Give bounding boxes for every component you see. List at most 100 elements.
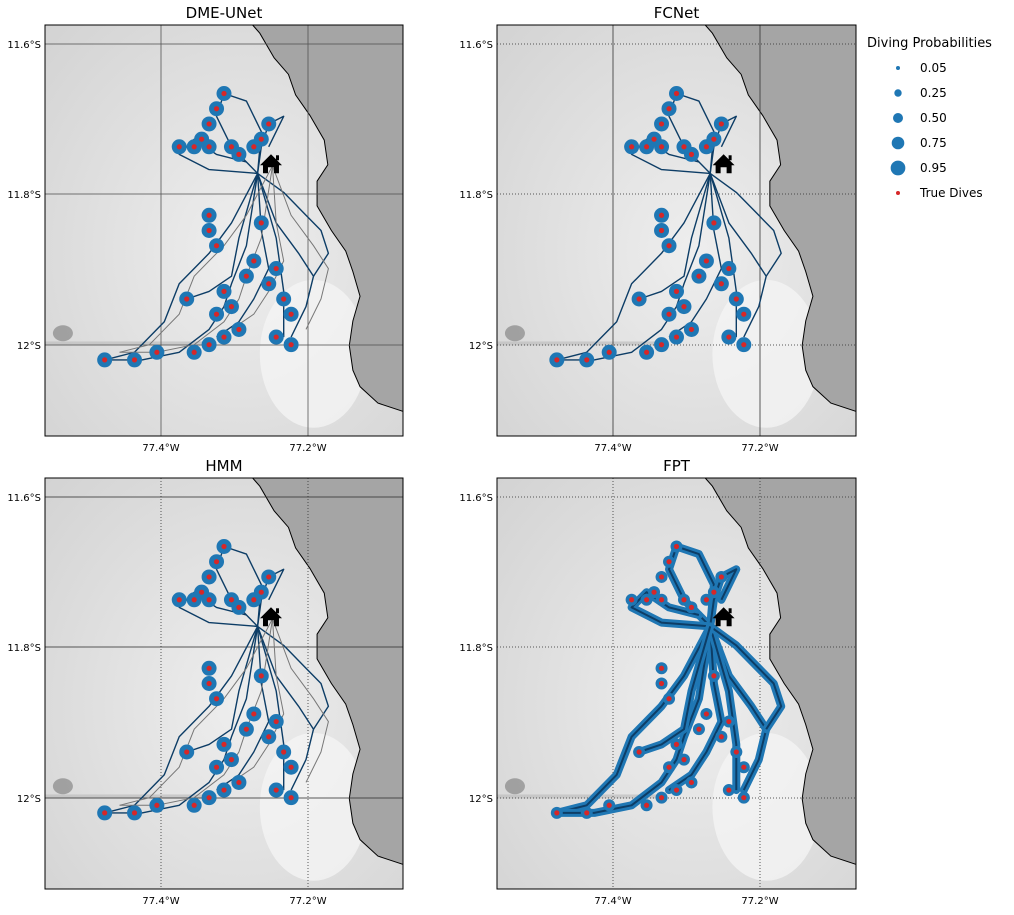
gps-track (709, 172, 782, 277)
true-dive-point (658, 574, 665, 580)
panel-frame (496, 477, 857, 890)
true-dive-point (584, 810, 590, 816)
x-tick-label: 77.4°W (594, 896, 631, 907)
gps-track (638, 626, 712, 753)
true-dive-point (131, 810, 138, 816)
true-dive-point (251, 597, 257, 603)
x-tick-label: 77.4°W (594, 443, 631, 454)
true-dive-point (726, 718, 732, 725)
y-tick-label: 11.8°S (7, 643, 41, 654)
panel-frame (44, 477, 404, 890)
true-dive-point (281, 296, 287, 302)
map-panel: DME-UNet 11.6°S 11.8°S 12°S 77.4°W 77.2°W (7, 4, 404, 454)
map-panel: FCNet 11.6°S 11.8°S 12°S 77.4°W 77.2°W (459, 4, 857, 454)
true-dive-point (658, 144, 665, 150)
true-dive-point (718, 734, 724, 740)
true-dive-point (154, 349, 160, 355)
legend-marker (896, 66, 900, 70)
true-dive-point (606, 802, 612, 808)
legend-label: 0.25 (920, 86, 947, 100)
gps-track-secondary (119, 165, 273, 353)
bathymetry-band (497, 794, 659, 799)
true-dive-point (658, 212, 665, 218)
gps-track-secondary (231, 618, 285, 783)
house-icon-chimney (728, 155, 732, 161)
legend: Diving Probabilities 0.05 0.25 0.50 0.75 0.95… (867, 36, 992, 200)
true-dive-point (258, 136, 264, 142)
true-dive-point (176, 144, 182, 150)
true-dive-point (666, 106, 672, 112)
x-tick-label: 77.2°W (289, 896, 326, 907)
true-dive-point (221, 288, 227, 294)
y-tick-label: 12°S (469, 794, 493, 805)
land-mass (704, 25, 856, 412)
true-dive-point (221, 741, 227, 747)
true-dive-point (703, 711, 710, 717)
true-dive-point (696, 273, 702, 279)
true-dive-point (243, 273, 249, 279)
house-icon-chimney (275, 608, 279, 614)
true-dive-point (688, 151, 695, 157)
true-dive-point (703, 144, 710, 150)
gps-track-secondary (119, 618, 273, 806)
legend-label: 0.50 (920, 111, 947, 125)
x-tick-label: 77.4°W (142, 896, 179, 907)
gps-track (709, 625, 783, 730)
true-dive-point (696, 726, 702, 732)
true-dive-point (733, 749, 739, 755)
true-dive-point (206, 795, 212, 801)
true-dive-point (184, 749, 190, 755)
seamount-shade (52, 778, 73, 795)
house-icon-body (259, 607, 282, 627)
true-dive-point (726, 265, 732, 272)
y-tick-label: 11.8°S (459, 643, 493, 654)
house-icon (712, 154, 735, 174)
panel-frame (44, 24, 404, 437)
true-dive-point (681, 597, 687, 603)
true-dive-point (102, 357, 108, 363)
true-dive-point (213, 764, 220, 770)
true-dive-point (102, 810, 108, 816)
y-tick-label: 12°S (17, 341, 41, 352)
true-dive-point (629, 144, 635, 150)
true-dive-point (673, 741, 680, 747)
true-dive-point (673, 288, 680, 294)
true-dive-point (191, 597, 197, 603)
y-tick-label: 11.6°S (7, 493, 41, 504)
true-dive-point (251, 711, 257, 717)
true-dive-point (554, 357, 560, 363)
true-dive-point (288, 342, 294, 348)
gps-track (556, 173, 711, 361)
house-icon (259, 607, 282, 627)
true-dive-point (221, 334, 227, 340)
true-dive-point (666, 696, 672, 702)
true-dive-point (688, 326, 695, 333)
house-icon (712, 607, 735, 627)
true-dive-point (658, 680, 665, 687)
true-dive-point (666, 243, 672, 249)
true-dive-point (273, 265, 279, 272)
legend-label: 0.75 (920, 136, 947, 150)
legend-title: Diving Probabilities (867, 36, 992, 51)
house-icon-chimney (275, 155, 279, 161)
panel-title: FPT (663, 457, 691, 475)
true-dive-point (191, 144, 197, 150)
true-dive-point (236, 779, 242, 786)
house-icon-body (712, 154, 735, 174)
true-dive-point (206, 574, 212, 580)
seamount-shade (52, 325, 73, 342)
true-dive-point (184, 296, 190, 302)
true-dive-point (199, 136, 205, 142)
house-icon-body (259, 154, 282, 174)
true-dive-point (206, 597, 212, 603)
true-dive-point (658, 121, 665, 127)
true-dive-point (688, 779, 695, 786)
panel-title: FCNet (654, 4, 700, 22)
gps-track (638, 173, 711, 300)
panel-frame (496, 24, 857, 437)
true-dive-point (213, 559, 220, 565)
true-dive-point (206, 212, 212, 218)
true-dive-point (741, 311, 747, 317)
seamount-shade (504, 778, 525, 795)
house-icon-chimney (728, 608, 732, 614)
